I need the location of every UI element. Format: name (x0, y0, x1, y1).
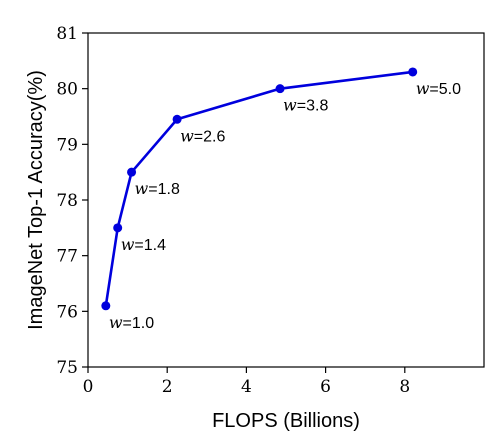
y-axis-title: ImageNet Top-1 Accuracy(%) (25, 70, 47, 330)
data-point (113, 223, 123, 233)
plot-frame (87, 32, 485, 368)
x-tick-label: 6 (320, 377, 331, 397)
data-point (101, 301, 111, 311)
y-tick-label: 77 (56, 247, 78, 267)
point-label: w=1.4 (121, 235, 166, 254)
series-line (104, 70, 413, 306)
y-tick-label: 80 (56, 80, 78, 100)
point-label: w=5.0 (416, 79, 461, 98)
point-label: w=1.8 (135, 179, 180, 198)
x-axis-ticks: 0 2 4 6 8 (83, 367, 410, 397)
y-tick-label: 79 (56, 135, 78, 155)
x-tick-label: 2 (162, 377, 173, 397)
point-label: w=1.0 (109, 313, 154, 332)
data-point (172, 114, 182, 124)
y-tick-label: 81 (56, 24, 78, 44)
data-point (275, 84, 285, 94)
y-axis-ticks: 75 76 77 78 79 80 81 (56, 24, 88, 378)
data-points (101, 67, 418, 311)
x-tick-label: 8 (399, 377, 410, 397)
x-axis-title: FLOPS (Billions) (212, 410, 360, 432)
data-point (127, 167, 137, 177)
x-tick-label: 4 (241, 377, 252, 397)
y-tick-label: 75 (56, 358, 78, 378)
x-tick-label: 0 (83, 377, 94, 397)
y-tick-label: 78 (56, 191, 78, 211)
point-label: w=3.8 (283, 96, 328, 115)
point-annotations: w=1.0 w=1.4 w=1.8 w=2.6 w=3.8 w=5.0 (109, 79, 461, 332)
point-label: w=2.6 (180, 126, 225, 145)
y-tick-label: 76 (56, 302, 78, 322)
data-point (408, 67, 418, 77)
